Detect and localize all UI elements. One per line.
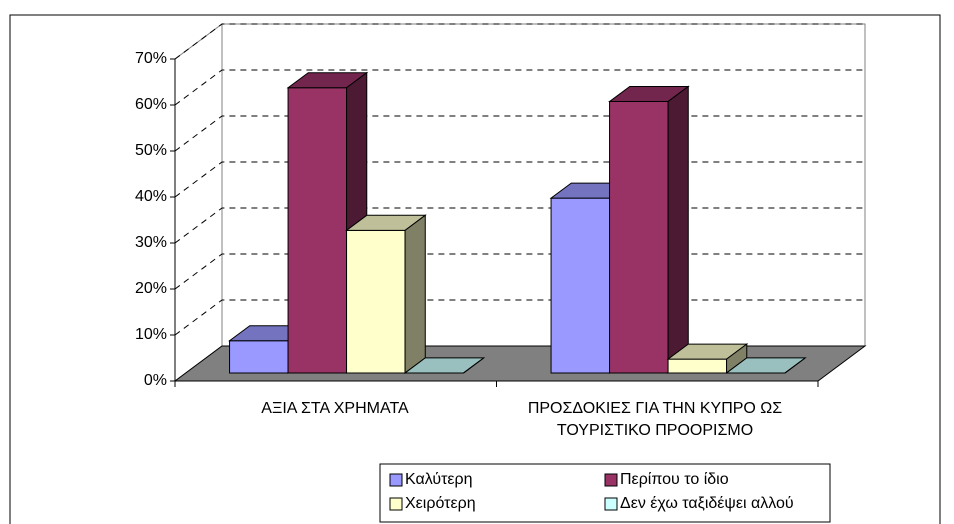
bar-side	[404, 214, 426, 374]
y-tick-label: 70%	[135, 50, 167, 67]
x-tick-label: ΠΡΟΣΔΟΚΙΕΣ ΓΙΑ ΤΗΝ ΚΥΠΡΟ ΩΣ ΤΟΥΡΙΣΤΙΚΟ Π…	[527, 400, 783, 439]
bar-front	[229, 340, 289, 374]
bar-front	[287, 87, 348, 374]
bar-front	[667, 358, 728, 374]
y-tick-label: 0%	[144, 372, 167, 389]
y-tick-label: 50%	[135, 142, 167, 159]
side-wall	[174, 23, 223, 382]
legend-label: Δεν έχω ταξιδέψει αλλού	[620, 495, 794, 512]
legend-label: Χειρότερη	[405, 495, 476, 512]
bar-side	[784, 357, 806, 374]
y-tick-label: 30%	[135, 234, 167, 251]
legend-label: Περίπου το ίδιο	[620, 471, 729, 488]
grid-line	[174, 69, 865, 106]
legend-swatch	[389, 497, 403, 511]
y-tick-label: 20%	[135, 280, 167, 297]
bar-side	[667, 85, 689, 374]
legend-swatch	[389, 473, 403, 487]
bar-front	[609, 101, 669, 374]
bar-side	[463, 357, 485, 374]
bar-front	[550, 197, 611, 374]
grid-line	[174, 23, 865, 60]
x-tick-label: ΑΞΙΑ ΣΤΑ ΧΡΗΜΑΤΑ	[261, 400, 409, 417]
y-tick-label: 10%	[135, 326, 167, 343]
legend-swatch	[604, 497, 618, 511]
bar-front	[346, 229, 406, 374]
legend-label: Καλύτερη	[405, 471, 473, 488]
legend-swatch	[604, 473, 618, 487]
y-tick-label: 60%	[135, 96, 167, 113]
y-tick-label: 40%	[135, 188, 167, 205]
